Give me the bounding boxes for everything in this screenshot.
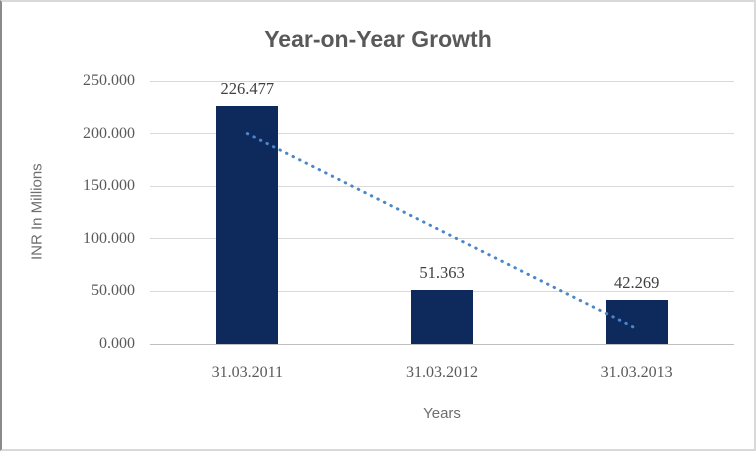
bar-31.03.2012 [411,289,473,344]
x-axis-line [150,344,734,345]
x-axis-title: Years [423,405,461,422]
y-tick-label-150.000: 150.000 [83,177,135,195]
value-label-42.269: 42.269 [613,272,660,292]
y-tick-label-50.000: 50.000 [91,282,135,300]
x-tick-label-31.03.2011: 31.03.2011 [211,364,284,381]
value-label-51.363: 51.363 [419,262,465,282]
y-axis-title: INR In Millions [28,163,46,260]
x-tick-label-31.03.2012: 31.03.2012 [406,364,478,381]
y-tick-label-200.000: 200.000 [83,124,135,142]
chart-title: Year-on-Year Growth [264,26,492,52]
bar-31.03.2011 [216,105,279,344]
bar-31.03.2013 [605,299,668,344]
y-tick-label-0.000: 0.000 [99,335,135,352]
y-tick-label-250.000: 250.000 [83,72,135,89]
y-tick-label-100.000: 100.000 [83,229,135,247]
x-tick-label-31.03.2013: 31.03.2013 [600,364,673,381]
gridline-250.000 [150,80,734,82]
value-label-226.477: 226.477 [220,78,275,98]
